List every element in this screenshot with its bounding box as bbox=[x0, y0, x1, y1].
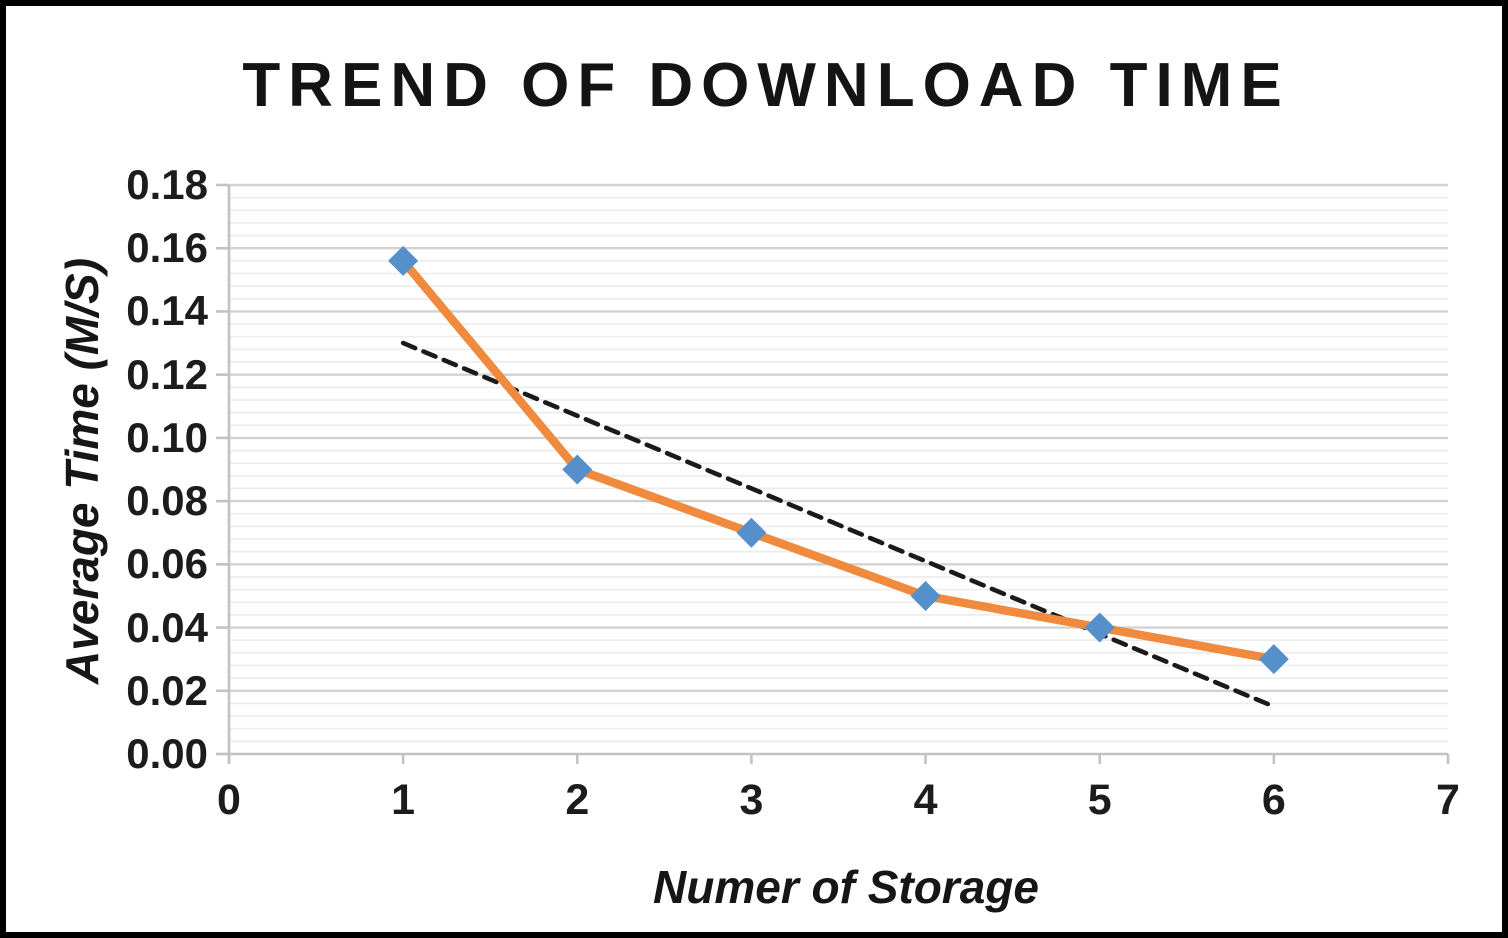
y-tick-label: 0.06 bbox=[126, 540, 208, 588]
plot-area-svg bbox=[216, 183, 1450, 764]
y-tick-label: 0.04 bbox=[126, 603, 208, 651]
y-tick-label: 0.08 bbox=[126, 477, 208, 525]
data-point-marker bbox=[736, 517, 767, 548]
x-tick-label: 5 bbox=[1087, 776, 1112, 824]
y-axis-title: Average Time (M/S) bbox=[56, 257, 108, 685]
x-tick-label: 4 bbox=[913, 776, 938, 824]
data-point-marker bbox=[562, 454, 593, 485]
data-point-marker bbox=[388, 245, 419, 276]
x-axis-title: Numer of Storage bbox=[653, 861, 1039, 913]
y-tick-label: 0.00 bbox=[126, 730, 208, 777]
y-tick-label: 0.02 bbox=[126, 666, 208, 714]
x-tick-label: 7 bbox=[1436, 776, 1460, 824]
x-tick-label: 1 bbox=[391, 776, 416, 824]
x-tick-label: 3 bbox=[739, 776, 764, 824]
chart-title: TREND OF DOWNLOAD TIME bbox=[242, 51, 1290, 120]
data-point-marker bbox=[910, 580, 941, 611]
data-point-marker bbox=[1258, 644, 1289, 675]
x-tick-label: 0 bbox=[217, 776, 241, 824]
data-line bbox=[398, 256, 1279, 664]
x-tick-label: 6 bbox=[1261, 776, 1286, 824]
y-tick-label: 0.16 bbox=[126, 224, 208, 272]
y-tick-label: 0.18 bbox=[126, 161, 208, 208]
y-tick-label: 0.14 bbox=[126, 287, 208, 335]
x-tick-label: 2 bbox=[565, 776, 590, 824]
trendline bbox=[400, 340, 1277, 709]
data-point-marker bbox=[1084, 612, 1115, 643]
y-tick-label: 0.12 bbox=[126, 350, 208, 398]
y-tick-label: 0.10 bbox=[126, 413, 208, 461]
